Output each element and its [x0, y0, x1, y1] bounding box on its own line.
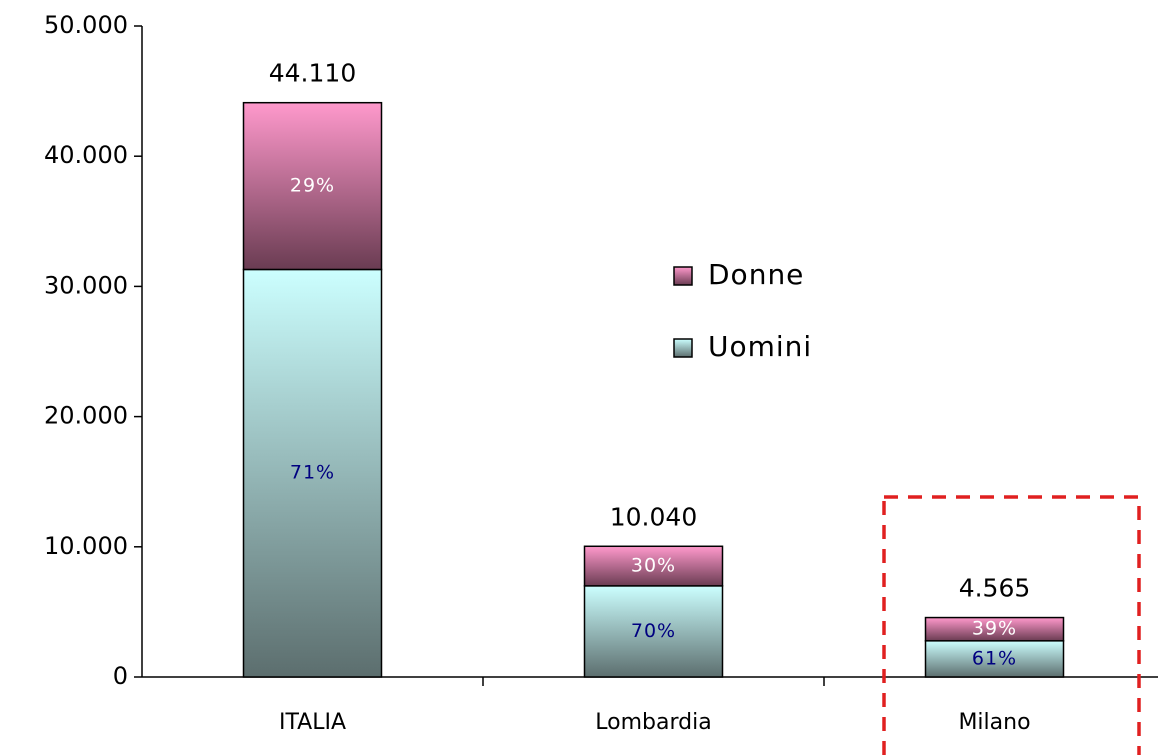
y-tick-label: 20.000	[44, 402, 128, 430]
segment-label: 70%	[631, 620, 676, 642]
y-tick-label: 10.000	[44, 532, 128, 560]
segment-label: 39%	[972, 618, 1017, 640]
segment-label: 29%	[290, 175, 335, 197]
x-tick-label: ITALIA	[279, 710, 346, 735]
legend-swatch	[673, 338, 693, 358]
segment-label: 30%	[631, 555, 676, 577]
highlight-box	[882, 495, 1141, 755]
y-tick-label: 50.000	[44, 11, 128, 39]
bar-segment	[242, 101, 383, 271]
segment-label: 71%	[290, 462, 335, 484]
x-tick-label: Lombardia	[595, 710, 711, 735]
y-tick-label: 0	[113, 662, 128, 690]
segment-label: 61%	[972, 647, 1017, 669]
bar-segment	[583, 545, 724, 587]
total-label: 44.110	[269, 59, 356, 88]
y-tick-label: 40.000	[44, 141, 128, 169]
y-tick-label: 30.000	[44, 271, 128, 299]
total-label: 10.040	[610, 502, 697, 531]
total-label: 4.565	[959, 574, 1031, 603]
legend-label: Donne	[708, 258, 804, 291]
legend-label: Uomini	[708, 330, 812, 363]
x-tick-label: Milano	[958, 710, 1030, 735]
legend-swatch	[673, 266, 693, 286]
bar-segment	[583, 585, 724, 678]
bar-segment	[924, 616, 1065, 642]
bar-segment	[924, 640, 1065, 678]
